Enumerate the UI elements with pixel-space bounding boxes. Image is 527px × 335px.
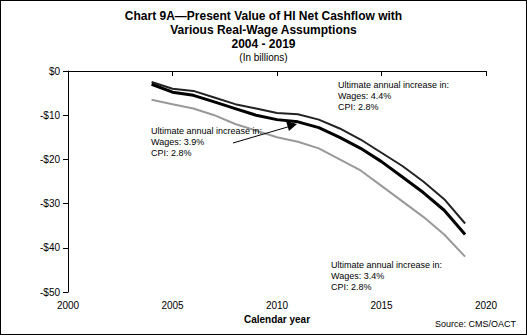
svg-text:2004 - 2019: 2004 - 2019 [231, 37, 295, 51]
svg-text:-$10: -$10 [40, 110, 60, 121]
svg-text:(In billions): (In billions) [239, 52, 287, 63]
svg-text:CPI: 2.8%: CPI: 2.8% [338, 102, 379, 112]
svg-text:Ultimate annual increase in:: Ultimate annual increase in: [338, 80, 449, 90]
svg-text:Calendar year: Calendar year [244, 314, 310, 325]
svg-text:-$20: -$20 [40, 154, 60, 165]
svg-text:-$50: -$50 [40, 287, 60, 298]
svg-text:$0: $0 [49, 66, 61, 77]
svg-text:Source: CMS/OACT: Source: CMS/OACT [435, 319, 517, 329]
svg-text:Wages: 3.4%: Wages: 3.4% [331, 271, 384, 281]
svg-text:2010: 2010 [266, 300, 289, 311]
svg-text:Ultimate annual increase in:: Ultimate annual increase in: [151, 126, 262, 136]
svg-text:2015: 2015 [370, 300, 393, 311]
svg-text:Wages: 4.4%: Wages: 4.4% [338, 91, 391, 101]
svg-text:Chart 9A—Present Value of HI N: Chart 9A—Present Value of HI Net Cashflo… [125, 9, 402, 23]
svg-text:Various Real-Wage Assumptions: Various Real-Wage Assumptions [170, 23, 357, 37]
svg-text:Wages: 3.9%: Wages: 3.9% [151, 137, 204, 147]
svg-text:2005: 2005 [161, 300, 184, 311]
svg-text:CPI: 2.8%: CPI: 2.8% [151, 148, 192, 158]
svg-text:Ultimate annual increase in:: Ultimate annual increase in: [331, 260, 442, 270]
svg-text:2000: 2000 [57, 300, 80, 311]
svg-text:2020: 2020 [475, 300, 498, 311]
svg-text:-$40: -$40 [40, 242, 60, 253]
svg-text:CPI: 2.8%: CPI: 2.8% [331, 282, 372, 292]
svg-text:-$30: -$30 [40, 198, 60, 209]
